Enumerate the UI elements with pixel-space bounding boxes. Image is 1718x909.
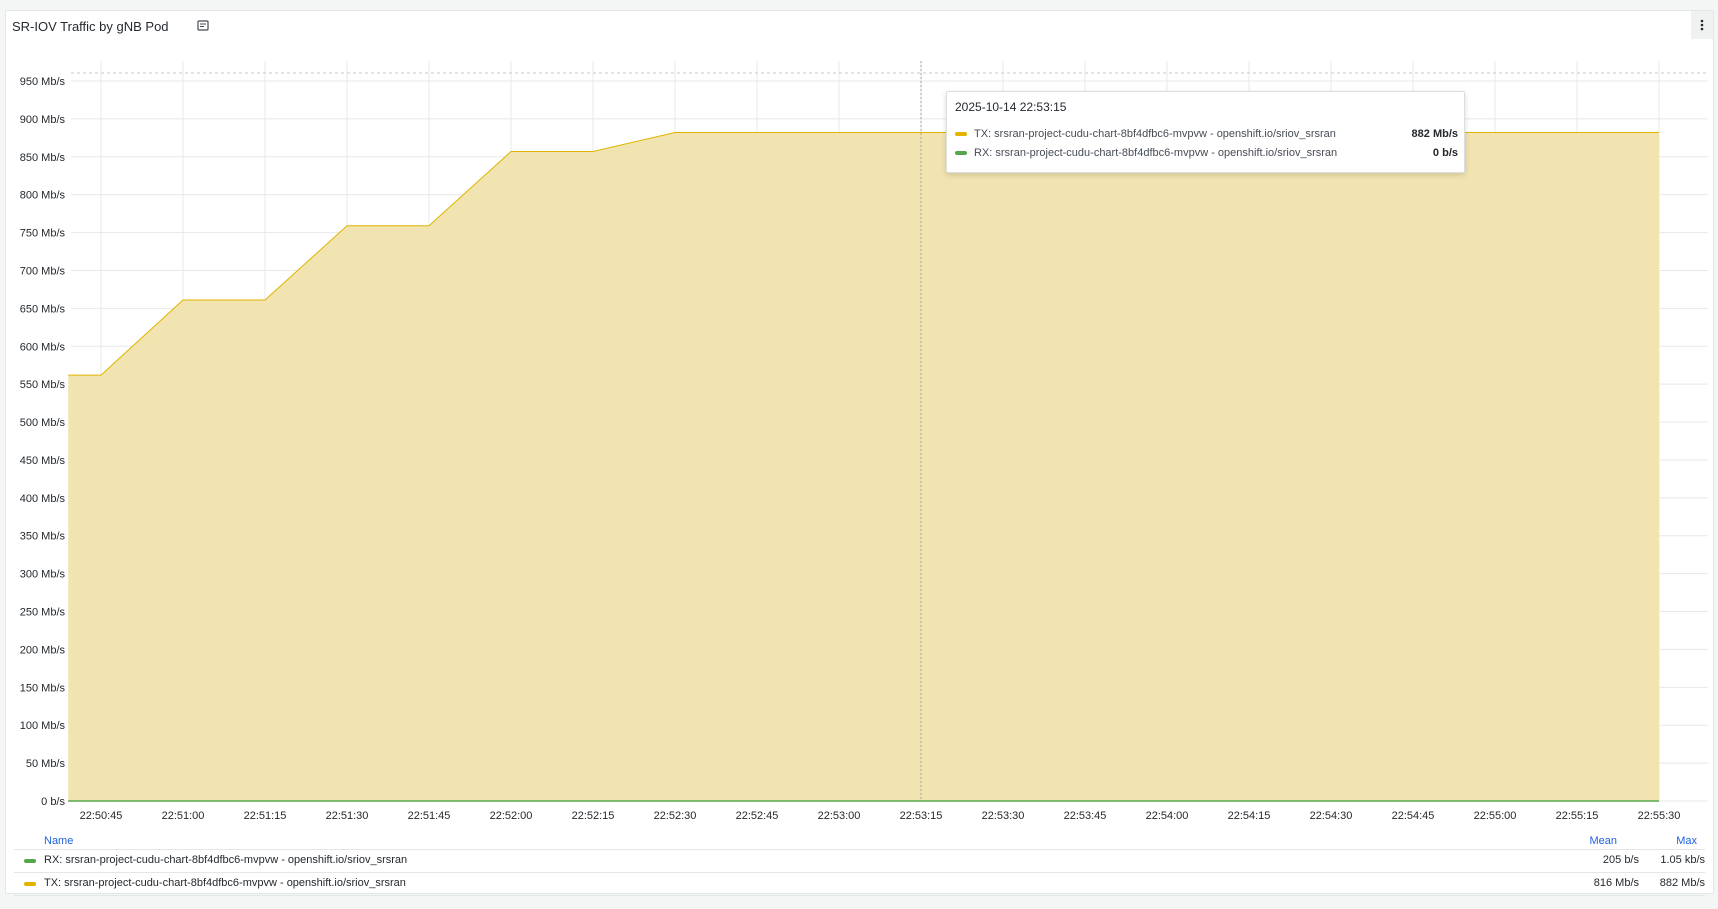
panel-header: SR-IOV Traffic by gNB Pod bbox=[6, 11, 1713, 41]
kebab-menu-icon[interactable] bbox=[1691, 11, 1713, 39]
y-tick-label: 50 Mb/s bbox=[26, 758, 66, 770]
graph-panel: SR-IOV Traffic by gNB Pod 0 b/s 50 Mb/s 10… bbox=[5, 10, 1714, 896]
time-series-chart[interactable]: 0 b/s 50 Mb/s 100 Mb/s 150 Mb/s 200 Mb/s 250 … bbox=[6, 11, 1713, 826]
y-tick-label: 300 Mb/s bbox=[20, 569, 66, 581]
legend-table: Name Mean Max RX: srsran-project-cudu-ch… bbox=[14, 835, 1705, 896]
x-tick-label: 22:54:15 bbox=[1228, 810, 1271, 822]
x-tick-label: 22:51:30 bbox=[326, 810, 369, 822]
legend-name-tx[interactable]: TX: srsran-project-cudu-chart-8bf4dfbc6-… bbox=[44, 877, 406, 889]
y-tick-label: 850 Mb/s bbox=[20, 152, 66, 164]
x-tick-label: 22:51:45 bbox=[408, 810, 451, 822]
legend-row-tx[interactable]: TX: srsran-project-cudu-chart-8bf4dfbc6-… bbox=[14, 872, 1705, 896]
x-tick-label: 22:51:00 bbox=[162, 810, 205, 822]
y-tick-label: 250 Mb/s bbox=[20, 607, 66, 619]
hover-tooltip: 2025-10-14 22:53:15 TX: srsran-project-c… bbox=[946, 91, 1465, 173]
tooltip-label-tx: TX: srsran-project-cudu-chart-8bf4dfbc6-… bbox=[974, 128, 1336, 140]
x-tick-label: 22:52:30 bbox=[654, 810, 697, 822]
y-tick-label: 450 Mb/s bbox=[20, 455, 66, 467]
series-area-0 bbox=[68, 132, 1660, 801]
legend-row-rx[interactable]: RX: srsran-project-cudu-chart-8bf4dfbc6-… bbox=[14, 849, 1705, 872]
x-tick-label: 22:54:00 bbox=[1146, 810, 1189, 822]
x-tick-label: 22:52:45 bbox=[736, 810, 779, 822]
x-tick-label: 22:53:00 bbox=[818, 810, 861, 822]
legend-max-tx: 882 Mb/s bbox=[1659, 877, 1705, 889]
y-tick-label: 800 Mb/s bbox=[20, 190, 66, 202]
x-tick-label: 22:53:15 bbox=[900, 810, 943, 822]
legend-header-name[interactable]: Name bbox=[44, 835, 74, 847]
y-tick-label: 900 Mb/s bbox=[20, 114, 66, 126]
legend-mean-rx: 205 b/s bbox=[1602, 854, 1639, 866]
legend-header: Name Mean Max bbox=[14, 835, 1705, 849]
x-tick-label: 22:52:00 bbox=[490, 810, 533, 822]
tooltip-swatch-tx bbox=[955, 132, 967, 136]
x-tick-label: 22:53:45 bbox=[1064, 810, 1107, 822]
y-tick-label: 500 Mb/s bbox=[20, 417, 66, 429]
tooltip-swatch-rx bbox=[955, 151, 967, 155]
panel-title: SR-IOV Traffic by gNB Pod bbox=[12, 19, 169, 34]
y-tick-label: 750 Mb/s bbox=[20, 228, 66, 240]
x-tick-label: 22:54:30 bbox=[1310, 810, 1353, 822]
legend-swatch-tx bbox=[24, 882, 36, 886]
y-tick-label: 350 Mb/s bbox=[20, 531, 66, 543]
x-tick-label: 22:55:15 bbox=[1556, 810, 1599, 822]
legend-header-mean[interactable]: Mean bbox=[1589, 835, 1617, 847]
legend-mean-tx: 816 Mb/s bbox=[1593, 877, 1639, 889]
y-tick-label: 950 Mb/s bbox=[20, 76, 66, 88]
document-icon[interactable] bbox=[195, 18, 211, 34]
y-tick-label: 200 Mb/s bbox=[20, 644, 66, 656]
x-tick-label: 22:50:45 bbox=[80, 810, 123, 822]
y-tick-label: 0 b/s bbox=[41, 796, 65, 808]
y-tick-label: 400 Mb/s bbox=[20, 493, 66, 505]
y-tick-label: 700 Mb/s bbox=[20, 265, 66, 277]
legend-header-max[interactable]: Max bbox=[1676, 835, 1697, 847]
legend-name-rx[interactable]: RX: srsran-project-cudu-chart-8bf4dfbc6-… bbox=[44, 854, 408, 866]
x-tick-label: 22:55:30 bbox=[1638, 810, 1681, 822]
tooltip-time: 2025-10-14 22:53:15 bbox=[955, 100, 1067, 114]
tooltip-label-rx: RX: srsran-project-cudu-chart-8bf4dfbc6-… bbox=[974, 147, 1338, 159]
y-tick-label: 550 Mb/s bbox=[20, 379, 66, 391]
y-tick-label: 650 Mb/s bbox=[20, 303, 66, 315]
tooltip-row-tx: TX: srsran-project-cudu-chart-8bf4dfbc6-… bbox=[955, 127, 1458, 143]
series-line-0 bbox=[68, 132, 1659, 376]
tooltip-value-rx: 0 b/s bbox=[1432, 147, 1458, 159]
x-tick-label: 22:52:15 bbox=[572, 810, 615, 822]
legend-swatch-rx bbox=[24, 859, 36, 863]
y-tick-label: 600 Mb/s bbox=[20, 341, 66, 353]
x-tick-label: 22:55:00 bbox=[1474, 810, 1517, 822]
legend-max-rx: 1.05 kb/s bbox=[1660, 854, 1705, 866]
tooltip-value-tx: 882 Mb/s bbox=[1411, 128, 1458, 140]
y-tick-label: 100 Mb/s bbox=[20, 720, 66, 732]
x-tick-label: 22:53:30 bbox=[982, 810, 1025, 822]
y-tick-label: 150 Mb/s bbox=[20, 682, 66, 694]
x-tick-label: 22:51:15 bbox=[244, 810, 287, 822]
tooltip-row-rx: RX: srsran-project-cudu-chart-8bf4dfbc6-… bbox=[955, 146, 1458, 162]
x-tick-label: 22:54:45 bbox=[1392, 810, 1435, 822]
